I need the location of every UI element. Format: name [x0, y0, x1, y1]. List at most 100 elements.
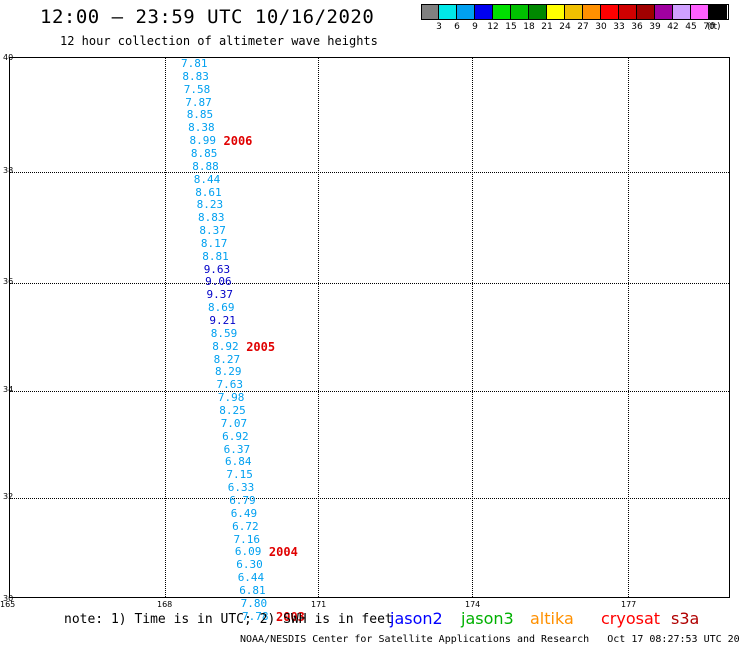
wave-height-value: 7.80: [240, 596, 268, 610]
grid-line-lat-34: [10, 391, 729, 392]
wave-height-value: 6.37: [223, 442, 251, 456]
legend-swatch: [439, 4, 457, 20]
map-plot-area: [9, 57, 730, 598]
legend-label: 27: [577, 22, 589, 32]
wave-height-value: 8.27: [213, 352, 241, 366]
lat-label-40: 40: [3, 53, 14, 62]
wave-height-value: 8.83: [198, 211, 225, 225]
legend-swatch: [619, 4, 637, 20]
legend-swatch: [547, 4, 565, 20]
wave-height-value: 7.16: [233, 532, 261, 546]
wave-height-value: 8.92: [212, 339, 239, 353]
legend-swatch: [583, 4, 601, 20]
satellite-label-jason2: jason2: [390, 609, 443, 628]
legend-label: 6: [454, 22, 460, 32]
wave-height-value: 8.23: [196, 198, 224, 212]
wave-height-value: 6.84: [225, 455, 252, 469]
legend-swatch: [529, 4, 547, 20]
legend-label: 30: [595, 22, 607, 32]
lat-label-38: 38: [3, 166, 14, 175]
legend-unit: (ft): [707, 22, 721, 32]
wave-height-value: 8.61: [195, 185, 222, 199]
legend-swatch: [673, 4, 691, 20]
time-marker-label: 2003: [276, 609, 305, 624]
wave-height-value: 7.63: [216, 378, 244, 392]
legend-swatch: [475, 4, 493, 20]
wave-height-value: 8.29: [215, 365, 242, 379]
wave-height-value: 6.72: [232, 519, 259, 533]
legend-label: 42: [667, 22, 679, 32]
time-marker-label: 2006: [223, 134, 253, 149]
legend-label: 24: [559, 22, 571, 32]
wave-height-value: 7.07: [220, 416, 248, 430]
legend-swatch: [601, 4, 619, 20]
legend-swatch: [457, 4, 475, 20]
wave-height-value: 8.85: [186, 108, 214, 122]
wave-height-value: 8.83: [182, 69, 209, 83]
grid-line-lon-171: [318, 58, 319, 597]
wave-height-value: 7.58: [183, 82, 211, 96]
wave-height-value: 6.79: [229, 493, 256, 507]
lon-label-177: 177: [621, 600, 637, 609]
legend-label: 3: [436, 22, 442, 32]
wave-height-value: 6.92: [222, 429, 249, 443]
legend-label: 45: [685, 22, 697, 32]
grid-line-lat-38: [10, 172, 729, 173]
legend-label: 15: [505, 22, 517, 32]
wave-height-value: 9.37: [206, 288, 234, 302]
legend-swatch: [493, 4, 511, 20]
wave-height-value: 8.69: [208, 301, 235, 315]
satellite-label-altika: altika: [530, 609, 574, 628]
legend-label: 21: [541, 22, 553, 32]
legend-label: 33: [613, 22, 625, 32]
legend-swatch: [565, 4, 583, 20]
footer-note: note: 1) Time is in UTC; 2) SWH is in fe…: [64, 612, 393, 627]
wave-height-value: 8.44: [193, 172, 221, 186]
time-marker-label: 2005: [246, 339, 276, 354]
wave-height-value: 9.63: [203, 262, 231, 276]
legend-swatch: [709, 4, 727, 20]
wave-height-value: 6.30: [236, 558, 263, 572]
grid-line-lon-174: [472, 58, 473, 597]
wave-height-value: 9.06: [205, 275, 232, 289]
color-scale-legend: 3 6 9 12 15 18 21 24 27 30 33 36 39 42 45 70 (ft): [421, 4, 729, 32]
satellite-label-s3a: s3a: [671, 609, 700, 628]
grid-line-lat-36: [10, 283, 729, 284]
page-title: 12:00 – 23:59 UTC 10/16/2020: [40, 6, 375, 28]
wave-height-value: 8.59: [210, 326, 238, 340]
page-subtitle: 12 hour collection of altimeter wave hei…: [60, 34, 378, 48]
time-marker-label: 2004: [268, 545, 298, 560]
legend-label: 39: [649, 22, 661, 32]
wave-height-value: 7.87: [185, 95, 212, 109]
grid-line-lat-32: [10, 498, 729, 499]
wave-height-value: 6.33: [227, 481, 255, 495]
grid-line-lon-168: [165, 58, 166, 597]
lat-label-32: 32: [3, 492, 14, 501]
satellite-label-cryosat: cryosat: [601, 609, 661, 628]
legend-label: 70: [703, 22, 715, 32]
wave-height-value: 8.37: [199, 224, 226, 237]
credit-line: NOAA/NESDIS Center for Satellite Applica…: [240, 634, 740, 645]
wave-height-value: 8.81: [202, 249, 229, 263]
lat-label-34: 34: [3, 385, 14, 394]
wave-height-value: 8.99: [189, 134, 217, 148]
lon-label-174: 174: [465, 600, 481, 609]
wave-height-value: 6.44: [237, 571, 265, 584]
legend-swatch: [655, 4, 673, 20]
wave-height-value: 7.15: [226, 468, 253, 482]
wave-height-value: 6.09: [234, 545, 262, 559]
legend-swatch: [421, 4, 439, 20]
wave-height-value: 7.98: [217, 391, 245, 405]
satellite-label-jason3: jason3: [461, 609, 514, 628]
legend-label: 18: [523, 22, 535, 32]
legend-label: 12: [487, 22, 499, 32]
grid-line-lon-177: [628, 58, 629, 597]
legend-label: 9: [472, 22, 478, 32]
wave-height-value: 8.85: [190, 146, 218, 160]
lat-label-30: 30: [3, 594, 14, 603]
wave-height-value: 6.81: [239, 583, 266, 597]
wave-height-value: 6.49: [230, 506, 258, 520]
lon-label-165: 165: [0, 600, 16, 609]
wave-height-value: 7.78: [242, 609, 269, 623]
wave-height-value: 8.25: [219, 403, 246, 417]
